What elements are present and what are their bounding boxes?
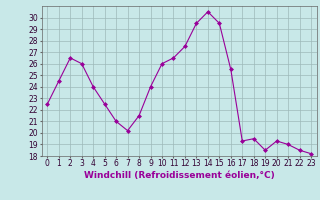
X-axis label: Windchill (Refroidissement éolien,°C): Windchill (Refroidissement éolien,°C)	[84, 171, 275, 180]
